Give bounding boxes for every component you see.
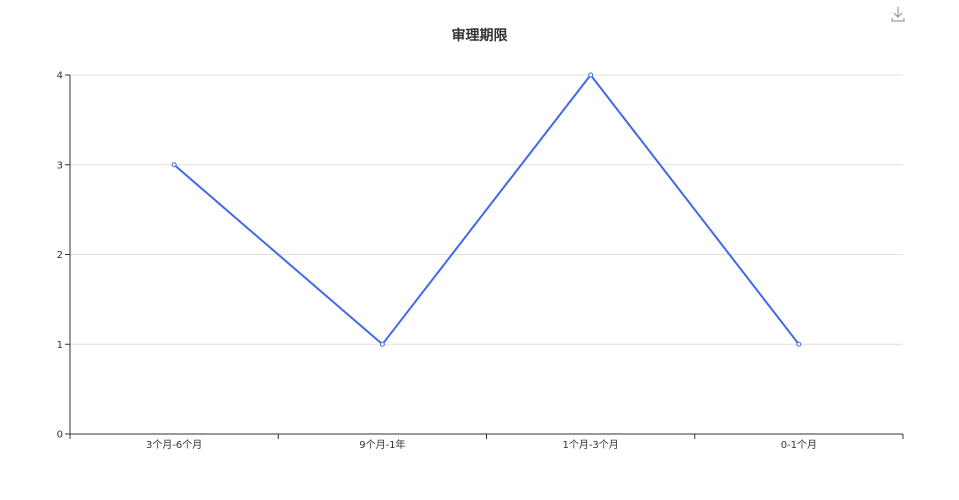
download-icon (891, 7, 905, 22)
x-axis (69, 433, 904, 439)
grid-lines (70, 74, 903, 345)
x-tick-labels: 3个月-6个月 9个月-1年 1个月-3个月 0-1个月 (146, 438, 817, 451)
y-axis (65, 74, 71, 435)
data-point (588, 72, 594, 78)
y-tick-label: 4 (57, 71, 63, 82)
y-tick-label: 2 (57, 250, 63, 261)
x-tick-label: 1个月-3个月 (562, 439, 618, 451)
x-tick-label: 9个月-1年 (359, 438, 405, 451)
data-point (171, 162, 177, 168)
series-line (173, 74, 800, 346)
data-point (796, 341, 802, 347)
data-point (379, 341, 385, 347)
chart-title: 审理期限 (451, 28, 508, 44)
series-lines (173, 74, 800, 346)
y-tick-label: 0 (57, 430, 63, 441)
save-as-image-button[interactable] (889, 5, 907, 23)
x-tick-label: 3个月-6个月 (146, 439, 202, 451)
y-tick-label: 3 (57, 160, 63, 171)
y-tick-label: 1 (57, 340, 63, 351)
data-points (171, 72, 802, 347)
y-tick-labels: 0 1 2 3 4 (57, 71, 63, 441)
x-tick-label: 0-1个月 (781, 439, 817, 451)
